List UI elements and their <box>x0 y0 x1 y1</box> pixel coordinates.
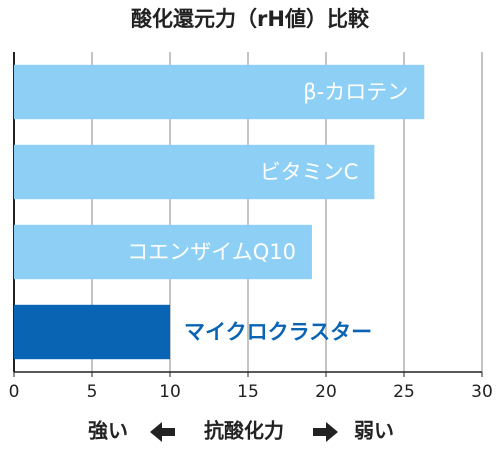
x-label-left: 強い <box>88 419 128 443</box>
bar-label: β-カロテン <box>303 80 408 104</box>
x-tick-label: 30 <box>471 382 493 402</box>
bar <box>14 64 425 120</box>
x-tick-label: 5 <box>87 382 98 402</box>
bar <box>14 224 312 280</box>
x-tick-label: 15 <box>237 382 259 402</box>
x-tick-label: 20 <box>315 382 337 402</box>
x-label: 抗酸化力 <box>204 419 284 443</box>
bar-label: ビタミンC <box>260 160 359 184</box>
x-tick-label: 10 <box>159 382 181 402</box>
bar-label: コエンザイムQ10 <box>127 240 296 264</box>
x-tick-label: 0 <box>9 382 20 402</box>
chart-title: 酸化還元力（rH値）比較 <box>131 7 370 31</box>
bar <box>14 304 170 360</box>
arrow-left <box>150 422 175 442</box>
bar <box>14 144 375 200</box>
bar-label: マイクロクラスター <box>184 320 372 344</box>
arrow-right <box>313 422 338 442</box>
x-label-right: 弱い <box>354 419 394 443</box>
x-tick-label: 25 <box>393 382 415 402</box>
